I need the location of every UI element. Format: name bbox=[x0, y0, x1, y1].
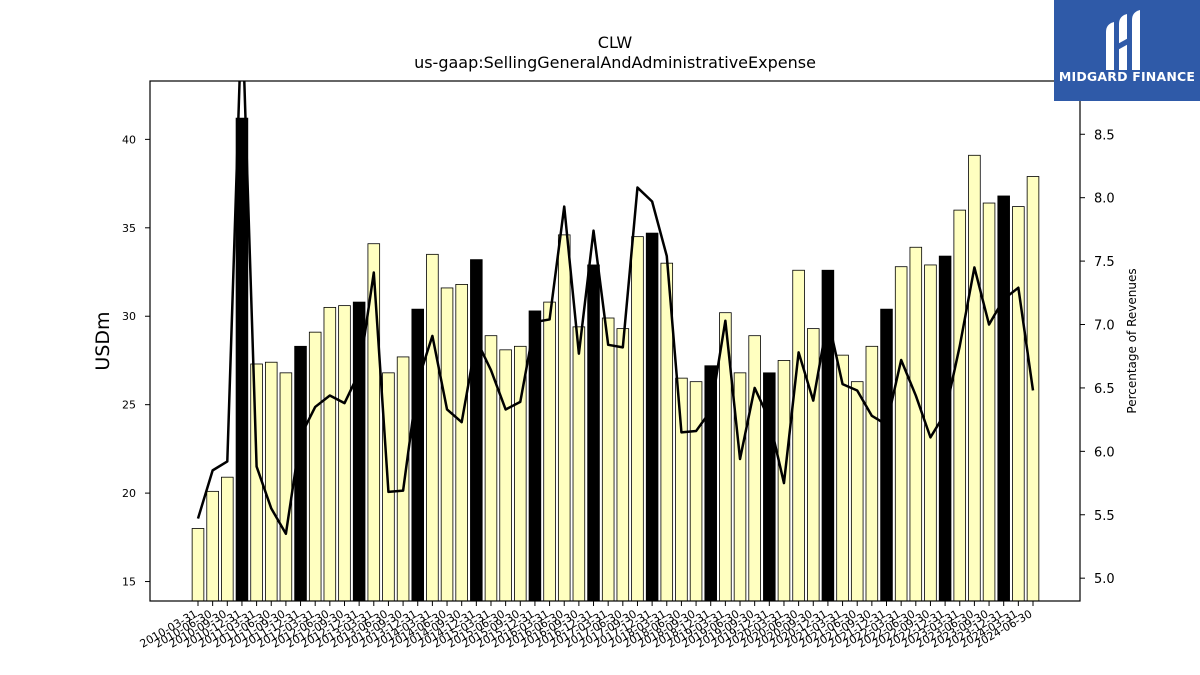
bar bbox=[235, 117, 249, 602]
bar bbox=[396, 356, 410, 602]
bar bbox=[426, 253, 439, 602]
bar bbox=[616, 328, 630, 602]
y2-tick-label: 6.5 bbox=[1094, 382, 1115, 397]
y-axis-label: USDm bbox=[92, 311, 114, 370]
bar bbox=[953, 209, 967, 602]
bar bbox=[191, 528, 205, 602]
bar bbox=[264, 361, 278, 602]
y-tick-label: 20 bbox=[122, 487, 136, 500]
bar bbox=[455, 283, 468, 602]
logo-text: MIDGARD FINANCE bbox=[1058, 69, 1196, 84]
y2-tick-label: 7.0 bbox=[1094, 319, 1115, 334]
bar bbox=[792, 269, 805, 602]
chart-title: CLW bbox=[597, 33, 633, 52]
bar bbox=[909, 246, 923, 602]
y2-tick-label: 7.5 bbox=[1094, 255, 1115, 270]
bar bbox=[675, 377, 688, 602]
bar bbox=[323, 306, 337, 602]
bar bbox=[411, 308, 425, 602]
y2-tick-label: 8.0 bbox=[1094, 192, 1115, 207]
bar bbox=[689, 381, 703, 602]
bar bbox=[338, 305, 351, 602]
bar bbox=[938, 255, 952, 602]
bar bbox=[997, 195, 1010, 602]
bar bbox=[557, 234, 571, 602]
bar bbox=[308, 331, 322, 602]
chart-subtitle: us-gaap:SellingGeneralAndAdministrativeE… bbox=[414, 53, 816, 72]
y2-axis-label: Percentage of Revenues bbox=[1125, 268, 1139, 413]
bar bbox=[528, 310, 542, 602]
bar bbox=[279, 372, 293, 602]
bar bbox=[894, 266, 908, 602]
plot-frame bbox=[149, 80, 1081, 602]
bar bbox=[982, 202, 996, 602]
bar bbox=[250, 363, 263, 602]
bar bbox=[748, 335, 761, 602]
bar bbox=[836, 354, 849, 602]
bar bbox=[807, 328, 820, 602]
bar bbox=[850, 381, 864, 602]
y2-tick-label: 5.5 bbox=[1094, 509, 1115, 524]
bar bbox=[543, 301, 556, 602]
bar bbox=[587, 264, 600, 602]
bar bbox=[704, 365, 717, 602]
midgard-logo-icon bbox=[1106, 10, 1140, 70]
bar bbox=[968, 154, 981, 602]
y2-tick-label: 5.0 bbox=[1094, 572, 1115, 587]
bar bbox=[1012, 206, 1025, 602]
bar bbox=[763, 372, 776, 602]
y-tick-label: 30 bbox=[122, 310, 136, 323]
bar bbox=[499, 349, 512, 602]
bar bbox=[733, 372, 747, 602]
bar bbox=[601, 317, 615, 602]
bar bbox=[645, 232, 659, 602]
bar bbox=[572, 326, 586, 602]
bar bbox=[294, 345, 307, 602]
y-tick-label: 35 bbox=[122, 222, 136, 235]
bar bbox=[631, 236, 644, 602]
midgard-finance-logo: MIDGARD FINANCE bbox=[1054, 0, 1200, 101]
bar bbox=[440, 287, 454, 602]
bar bbox=[221, 476, 234, 602]
bar bbox=[865, 345, 879, 602]
bar bbox=[470, 259, 483, 602]
y-tick-label: 15 bbox=[122, 576, 136, 589]
y2-tick-label: 6.0 bbox=[1094, 445, 1115, 460]
bar bbox=[880, 308, 893, 602]
bar bbox=[206, 490, 219, 602]
revenue-pct-line bbox=[196, 81, 1035, 536]
bar bbox=[484, 335, 498, 602]
y-tick-label: 25 bbox=[122, 399, 136, 412]
y-tick-label: 40 bbox=[122, 133, 136, 146]
y2-tick-label: 8.5 bbox=[1094, 128, 1115, 143]
